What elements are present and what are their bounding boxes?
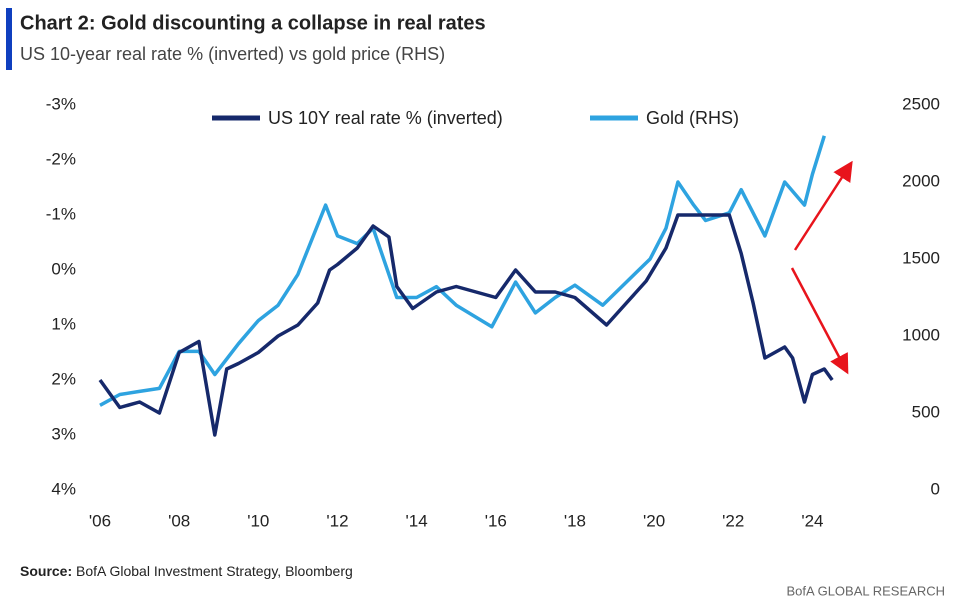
series-line <box>98 213 834 437</box>
legend-label: US 10Y real rate % (inverted) <box>268 108 503 128</box>
legend-label: Gold (RHS) <box>646 108 739 128</box>
y2-tick-label: 1000 <box>902 325 940 344</box>
x-tick-label: '10 <box>247 511 269 530</box>
x-tick-label: '12 <box>326 511 348 530</box>
source: Source: BofA Global Investment Strategy,… <box>20 563 353 579</box>
x-tick-label: '20 <box>643 511 665 530</box>
x-tick-label: '08 <box>168 511 190 530</box>
y-tick-label: -1% <box>46 204 76 223</box>
x-tick-label: '22 <box>722 511 744 530</box>
x-tick-label: '24 <box>801 511 823 530</box>
source-label: Source: <box>20 563 72 579</box>
arrow-up <box>793 160 853 251</box>
y2-tick-label: 0 <box>931 479 940 498</box>
y2-tick-label: 2500 <box>902 94 940 113</box>
y-tick-label: 2% <box>51 369 76 388</box>
y-tick-label: -3% <box>46 94 76 113</box>
y2-tick-label: 2000 <box>902 171 940 190</box>
y-tick-label: 3% <box>51 424 76 443</box>
x-tick-label: '16 <box>485 511 507 530</box>
chart-subtitle: US 10-year real rate % (inverted) vs gol… <box>20 44 445 64</box>
arrow-down <box>790 267 849 375</box>
source-text: BofA Global Investment Strategy, Bloombe… <box>76 563 353 579</box>
series-line <box>99 135 826 407</box>
y-tick-label: 4% <box>51 479 76 498</box>
y2-tick-label: 1500 <box>902 248 940 267</box>
y-tick-label: 0% <box>51 259 76 278</box>
chart-title: Chart 2: Gold discounting a collapse in … <box>20 12 486 34</box>
y2-tick-label: 500 <box>912 402 940 421</box>
title-bar <box>6 8 12 70</box>
x-tick-label: '14 <box>406 511 428 530</box>
x-tick-label: '18 <box>564 511 586 530</box>
x-tick-label: '06 <box>89 511 111 530</box>
brand: BofA GLOBAL RESEARCH <box>787 583 945 598</box>
y-tick-label: -2% <box>46 149 76 168</box>
y-tick-label: 1% <box>51 314 76 333</box>
